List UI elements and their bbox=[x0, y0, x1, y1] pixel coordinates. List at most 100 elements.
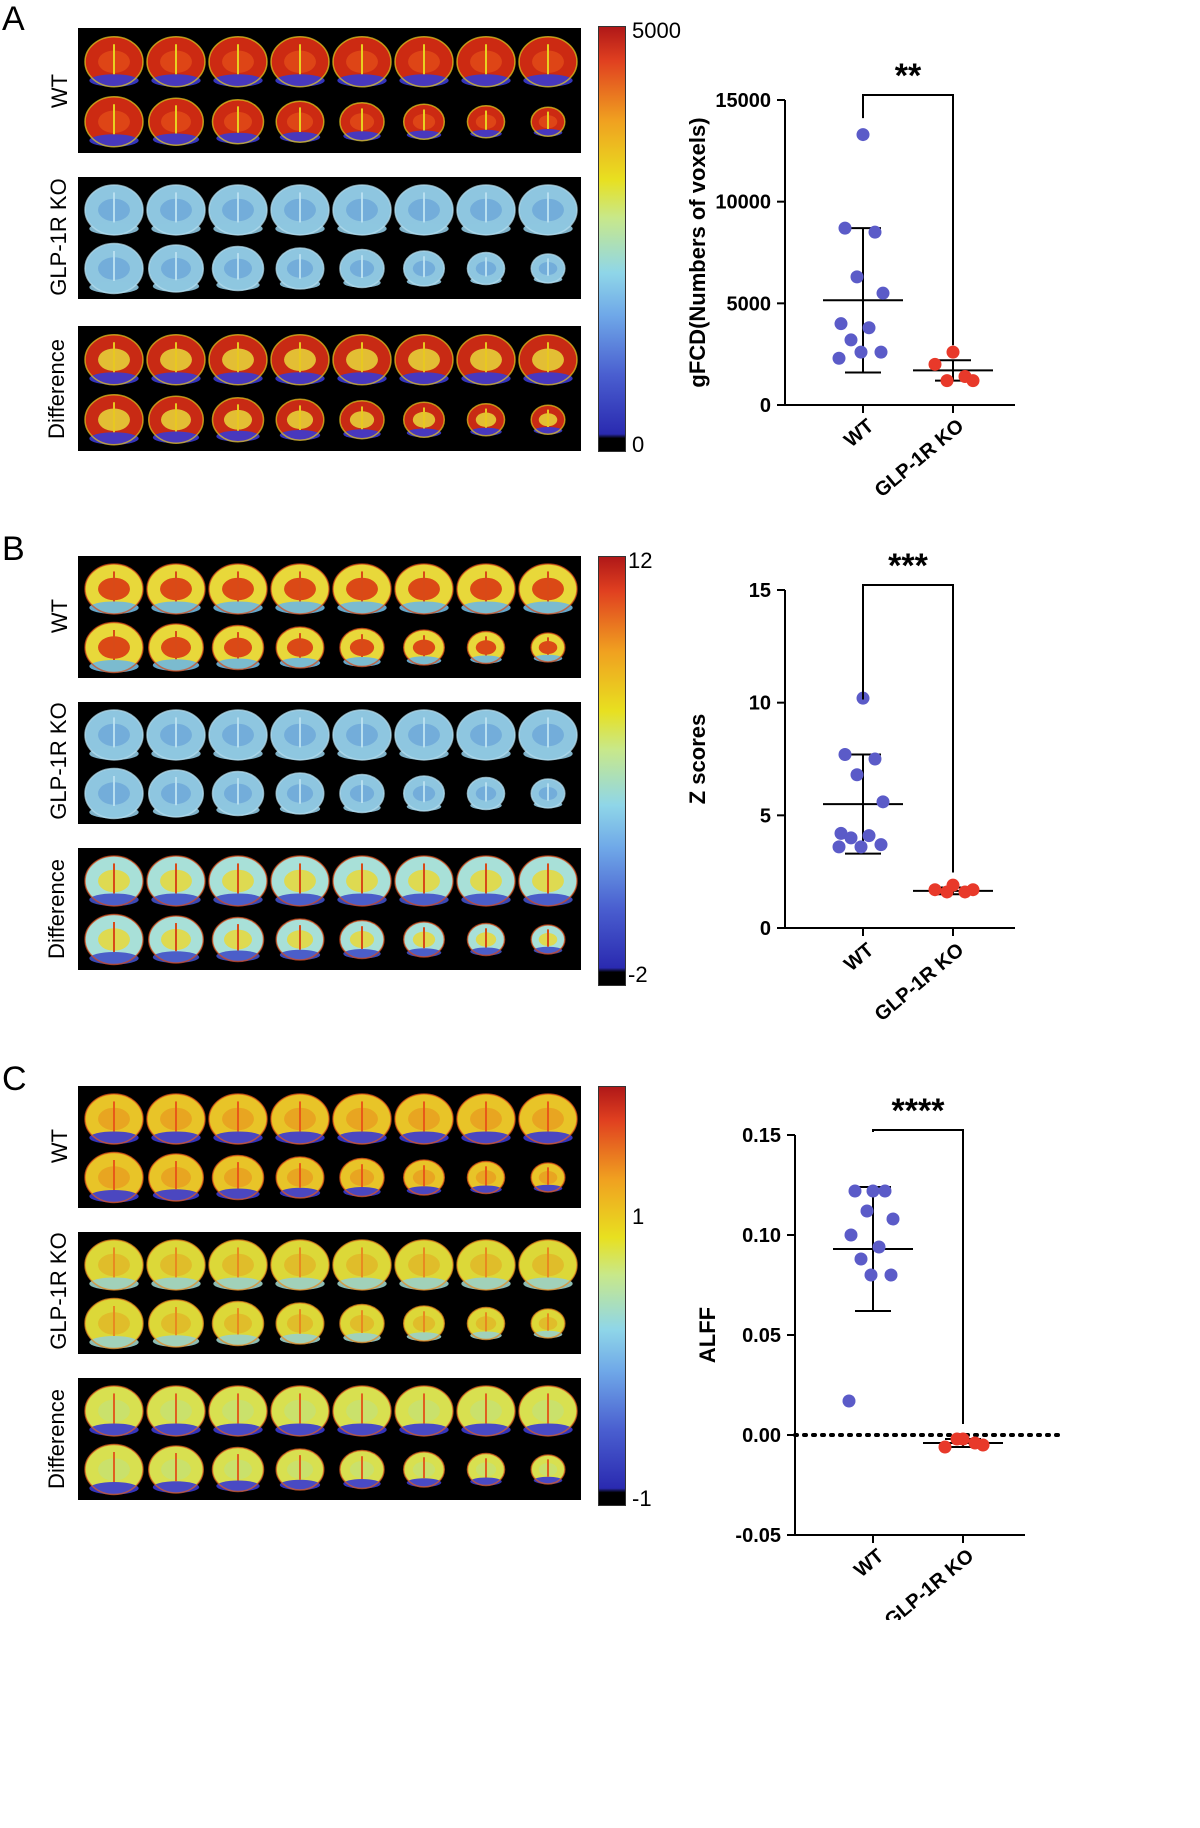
brain-slice bbox=[518, 709, 578, 761]
brain-slice bbox=[466, 630, 506, 665]
brain-slice bbox=[339, 102, 385, 142]
brain-map-ko bbox=[78, 1232, 581, 1354]
brain-slice bbox=[84, 1443, 144, 1496]
brain-slices bbox=[84, 563, 578, 674]
row-label-ko: GLP-1R KO bbox=[46, 178, 71, 296]
data-point bbox=[940, 374, 954, 388]
data-point bbox=[876, 795, 890, 809]
brain-slice bbox=[394, 36, 454, 88]
brain-slice bbox=[518, 334, 578, 386]
data-point bbox=[866, 1184, 880, 1198]
data-point bbox=[850, 768, 864, 782]
brain-slice bbox=[456, 1093, 516, 1145]
data-point bbox=[850, 270, 864, 284]
x-tick-label: WT bbox=[840, 939, 878, 976]
brain-slice bbox=[146, 334, 206, 386]
colorbar-max-label: 5000 bbox=[632, 18, 681, 43]
brain-slice bbox=[466, 251, 506, 286]
brain-slice bbox=[339, 1303, 385, 1344]
brain-slice bbox=[466, 1160, 506, 1195]
brain-slices bbox=[84, 855, 578, 966]
data-point bbox=[844, 831, 858, 845]
brain-slice bbox=[332, 184, 392, 236]
panel-b: B WT GLP-1R KO Difference 12 -2 0 5 10 15 Z … bbox=[0, 530, 1200, 1026]
brain-slice bbox=[530, 924, 566, 955]
data-point bbox=[834, 317, 848, 331]
brain-slices bbox=[84, 1385, 578, 1496]
brain-slice bbox=[402, 775, 446, 812]
y-tick-label: 15000 bbox=[715, 90, 771, 112]
colorbar bbox=[598, 1086, 626, 1506]
brain-slice bbox=[146, 184, 206, 236]
data-point bbox=[940, 885, 954, 899]
brain-slice bbox=[518, 184, 578, 236]
data-point bbox=[854, 1252, 868, 1266]
data-point bbox=[834, 826, 848, 840]
row-label-difference: Difference bbox=[44, 339, 69, 439]
brain-slice bbox=[147, 1153, 205, 1202]
data-point bbox=[874, 838, 888, 852]
data-point bbox=[966, 374, 980, 388]
data-point bbox=[950, 1432, 964, 1446]
data-point bbox=[860, 1204, 874, 1218]
brain-slice bbox=[84, 1151, 144, 1204]
brain-slice bbox=[402, 1451, 446, 1488]
brain-slice bbox=[84, 1093, 144, 1145]
y-axis-label: Z scores bbox=[685, 714, 710, 805]
brain-slice bbox=[466, 1452, 506, 1487]
brain-slices bbox=[84, 184, 578, 295]
colorbar-mid-label: 1 bbox=[632, 1204, 645, 1229]
data-point bbox=[854, 840, 868, 854]
brain-slice bbox=[456, 1239, 516, 1291]
brain-slice bbox=[208, 36, 268, 88]
data-point bbox=[868, 225, 882, 239]
y-tick-label: 0.10 bbox=[742, 1225, 781, 1247]
brain-slice bbox=[211, 1300, 265, 1347]
brain-slice bbox=[147, 1299, 205, 1348]
brain-slice bbox=[146, 1239, 206, 1291]
y-tick-label: 0.00 bbox=[742, 1425, 781, 1447]
brain-slice bbox=[84, 621, 144, 674]
brain-slice bbox=[518, 1239, 578, 1291]
data-point bbox=[864, 1268, 878, 1282]
colorbar-min-label: 0 bbox=[632, 432, 645, 457]
brain-map-difference bbox=[78, 326, 581, 451]
brain-slice bbox=[275, 626, 325, 669]
brain-slice bbox=[84, 709, 144, 761]
brain-slice bbox=[275, 247, 325, 290]
panel-c: C WT GLP-1R KO Difference 1 -1 -0.05 0.00… bbox=[0, 1060, 1200, 1828]
brain-slice bbox=[518, 36, 578, 88]
brain-slice bbox=[456, 709, 516, 761]
data-point bbox=[976, 1438, 990, 1452]
row-label-wt: WT bbox=[47, 1128, 72, 1164]
brain-slice bbox=[530, 253, 566, 284]
y-tick-label: 0 bbox=[760, 918, 771, 940]
brain-slice bbox=[530, 404, 566, 435]
brain-slice bbox=[84, 96, 144, 148]
brain-slice bbox=[270, 855, 330, 907]
brain-slice bbox=[275, 918, 325, 961]
brain-slice bbox=[394, 334, 454, 386]
brain-slice bbox=[208, 563, 268, 615]
brain-slice bbox=[275, 1448, 325, 1491]
brain-slice bbox=[84, 1239, 144, 1291]
x-tick-label: WT bbox=[850, 1545, 888, 1582]
brain-slice bbox=[402, 1305, 446, 1342]
data-point bbox=[842, 1394, 856, 1408]
y-tick-label: 15 bbox=[749, 580, 771, 602]
brain-slices bbox=[84, 334, 578, 446]
significance-label: *** bbox=[888, 550, 928, 585]
y-axis-label: gFCD(Numbers of voxels) bbox=[685, 117, 710, 387]
brain-slice bbox=[394, 709, 454, 761]
brain-slice bbox=[211, 1154, 265, 1201]
data-point bbox=[832, 351, 846, 365]
brain-slice bbox=[466, 105, 506, 139]
brain-slice bbox=[339, 1449, 385, 1490]
brain-slice bbox=[146, 36, 206, 88]
brain-map-wt bbox=[78, 1086, 581, 1208]
brain-slice bbox=[339, 627, 385, 668]
data-point bbox=[876, 286, 890, 300]
brain-slice bbox=[208, 1093, 268, 1145]
